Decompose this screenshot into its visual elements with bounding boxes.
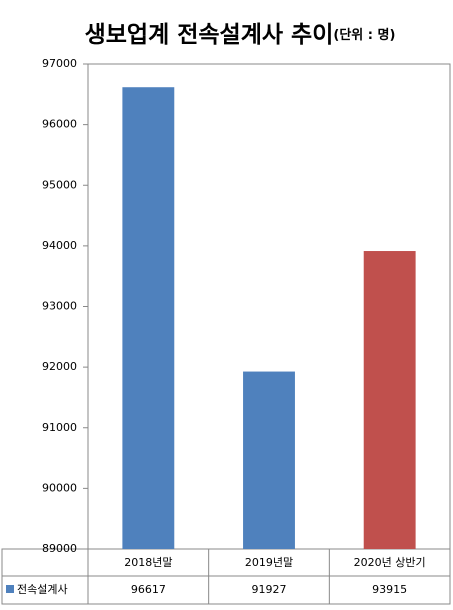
x-tick-label: 2018년말 [124, 556, 172, 569]
bar [363, 251, 416, 549]
y-tick-label: 89000 [42, 542, 77, 555]
y-tick-label: 92000 [42, 360, 77, 373]
y-tick-label: 94000 [42, 239, 77, 252]
y-tick-label: 96000 [42, 118, 77, 131]
chart-subtitle: (단위 : 명) [333, 27, 395, 43]
y-tick-label: 90000 [42, 481, 77, 494]
data-table-value: 96617 [131, 583, 166, 596]
x-tick-label: 2019년말 [245, 556, 293, 569]
data-table-value: 91927 [252, 583, 287, 596]
chart-title: 생보업계 전속설계사 추이 [85, 22, 334, 48]
y-tick-label: 91000 [42, 421, 77, 434]
y-tick-label: 97000 [42, 57, 77, 70]
y-tick-label: 95000 [42, 178, 77, 191]
legend-key [6, 585, 14, 593]
bar [243, 371, 295, 549]
bar [122, 87, 175, 550]
data-table-value: 93915 [372, 583, 407, 596]
y-tick-label: 93000 [42, 300, 77, 313]
legend-label: 전속설계사 [17, 583, 68, 596]
chart-title-group: 생보업계 전속설계사 추이(단위 : 명) [85, 22, 396, 48]
x-tick-label: 2020년 상반기 [354, 556, 426, 569]
